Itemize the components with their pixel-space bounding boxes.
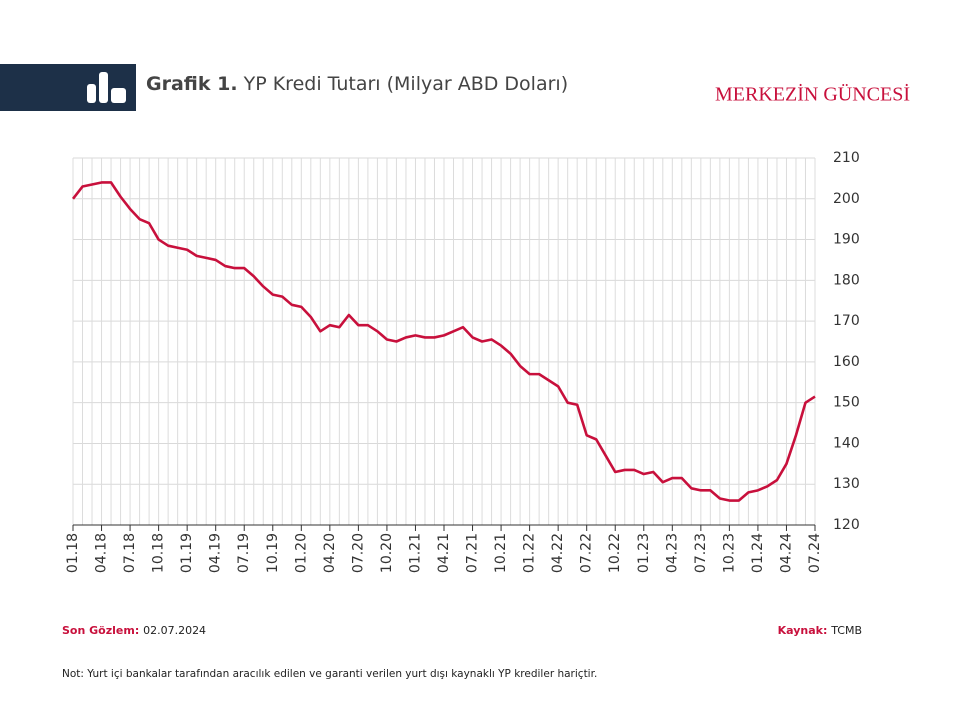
header-icon (87, 72, 126, 103)
source-label-text: Kaynak: (778, 624, 828, 637)
x-tick-label: 04.18 (94, 533, 110, 573)
x-tick-label: 01.24 (750, 533, 766, 573)
x-tick-label: 04.23 (664, 533, 680, 573)
y-tick-label: 190 (833, 232, 860, 248)
y-tick-label: 160 (833, 354, 860, 370)
header-band (0, 64, 136, 111)
observation-label-text: Son Gözlem: (62, 624, 139, 637)
y-tick-label: 210 (833, 150, 860, 166)
brand: MERKEZİN GÜNCESİ (715, 83, 910, 106)
source: TCMB (830, 624, 862, 637)
x-tick-label: 01.20 (293, 533, 309, 573)
y-tick-label: 130 (833, 476, 860, 492)
data-line (71, 181, 816, 502)
x-tick-label: 07.20 (350, 533, 366, 573)
x-tick-label: 04.22 (550, 533, 566, 573)
x-tick-label: 10.19 (265, 533, 281, 573)
x-tick-label: 04.21 (436, 533, 452, 573)
x-tick-label: 10.20 (379, 533, 395, 573)
source-label: Kaynak: TCMB (778, 624, 862, 637)
chart-title: Grafik 1. YP Kredi Tutarı (Milyar ABD Do… (146, 73, 568, 95)
y-tick-label: 150 (833, 395, 860, 411)
x-tick-label: 04.19 (208, 533, 224, 573)
x-tick-label: 04.24 (778, 533, 794, 573)
y-tick-label: 120 (833, 517, 860, 533)
y-tick-label: 140 (833, 435, 860, 451)
x-tick-label: 07.23 (693, 533, 709, 573)
title-text: YP Kredi Tutarı (Milyar ABD Doları) (243, 73, 569, 95)
y-tick-label: 170 (833, 313, 860, 329)
x-tick-label: 04.20 (322, 533, 338, 573)
plot: 120 130 140 150 160 170 180 190 200 210 01.18 04.18… (65, 150, 860, 573)
x-tick-label: 01.22 (522, 533, 538, 573)
x-tick-label: 10.18 (151, 533, 167, 573)
observation-label: Son Gözlem: 02.07.2024 (62, 624, 206, 637)
y-tick-label: 200 (833, 191, 860, 207)
title-prefix: Grafik 1. (146, 73, 238, 95)
x-tick-label: 07.18 (122, 533, 138, 573)
x-tick-label: 01.18 (65, 533, 81, 573)
x-tick-label: 01.19 (179, 533, 195, 573)
x-tick-label: 01.21 (407, 533, 423, 573)
note: Not: Yurt içi bankalar tarafından aracıl… (62, 668, 597, 680)
observation-date: 02.07.2024 (143, 624, 206, 637)
x-tick-label: 07.21 (465, 533, 481, 573)
x-tick-label: 07.24 (807, 533, 823, 573)
x-tick-label: 10.22 (607, 533, 623, 573)
x-tick-label: 07.22 (579, 533, 595, 573)
x-tick-label: 01.23 (636, 533, 652, 573)
y-tick-label: 180 (833, 272, 860, 288)
x-tick-label: 07.19 (236, 533, 252, 573)
x-tick-label: 10.23 (721, 533, 737, 573)
x-tick-label: 10.21 (493, 533, 509, 573)
